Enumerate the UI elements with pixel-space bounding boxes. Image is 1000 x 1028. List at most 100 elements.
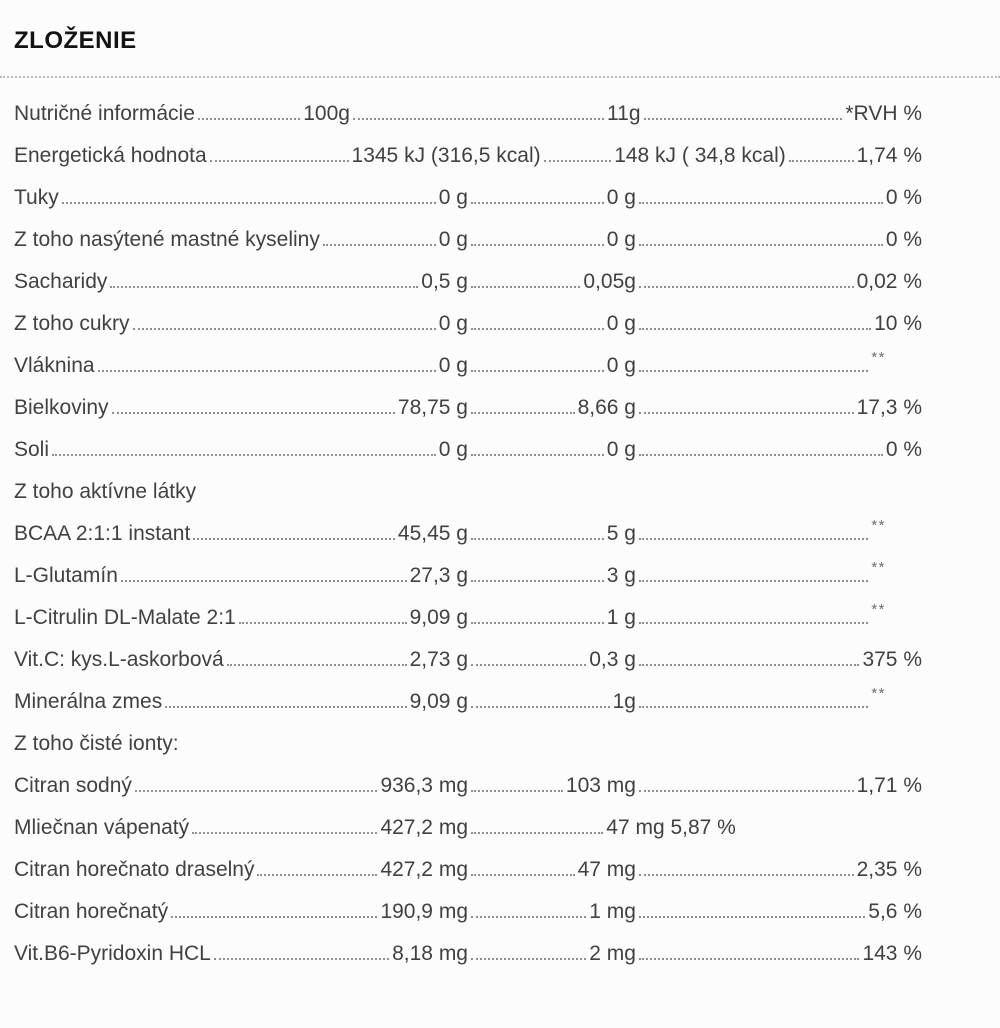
dotted-leader <box>257 874 378 877</box>
row-mid-segment: 103 mg <box>468 775 636 796</box>
dotted-leader <box>638 286 854 289</box>
row-label: Tuky <box>14 186 59 210</box>
value-rvh-percent: 0 % <box>885 438 922 462</box>
row-main-segment: Bielkoviny 78,75 g <box>14 397 468 418</box>
row-main-segment: L-Glutamín 27,3 g <box>14 565 468 586</box>
dotted-leader <box>471 706 610 709</box>
value-per-100g: 427,2 mg <box>380 816 468 840</box>
value-rvh-percent: ** <box>871 559 886 577</box>
dotted-leader <box>471 958 587 961</box>
dotted-leader <box>110 286 419 289</box>
value-per-100g: 1345 kJ (316,5 kcal) <box>351 144 541 168</box>
row-label: Citran sodný <box>14 774 132 798</box>
value-per-11g: 148 kJ ( 34,8 kcal) <box>614 144 786 168</box>
value-rvh-percent: 1,74 % <box>856 144 922 168</box>
dotted-leader <box>111 412 395 415</box>
value-per-100g: 8,18 mg <box>392 942 468 966</box>
value-per-11g: 0,3 g <box>589 648 636 672</box>
value-per-100g: 9,09 g <box>409 690 468 714</box>
table-row: Vit.B6-Pyridoxin HCL 8,18 mg 2 mg 143 % <box>0 922 1000 964</box>
value-per-11g: 0,05g <box>583 270 636 294</box>
value-rvh-percent: 5,6 % <box>868 900 922 924</box>
row-mid-segment: 0 g <box>468 355 636 376</box>
table-row: Soli 0 g 0 g 0 % <box>0 418 1000 460</box>
value-per-100g: 0,5 g <box>421 270 468 294</box>
row-main-segment: Citran sodný 936,3 mg <box>14 775 468 796</box>
dotted-leader <box>165 706 407 709</box>
dotted-leader <box>788 160 854 163</box>
value-per-100g: 936,3 mg <box>380 774 468 798</box>
row-main-segment: Tuky 0 g <box>14 187 468 208</box>
row-label: L-Glutamín <box>14 564 118 588</box>
table-row: Minerálna zmes 9,09 g 1g ** <box>0 670 1000 712</box>
row-label: Z toho nasýtené mastné kyseliny <box>14 228 320 252</box>
table-row: Energetická hodnota 1345 kJ (316,5 kcal) 1… <box>0 124 1000 166</box>
value-per-100g: 0 g <box>438 354 468 378</box>
value-per-100g: 100g <box>303 102 350 126</box>
table-row: Citran horečnatý 190,9 mg 1 mg 5,6 % <box>0 880 1000 922</box>
row-main-segment: Vláknina 0 g <box>14 355 468 376</box>
dotted-leader <box>638 328 872 331</box>
row-label: Vit.C: kys.L-askorbová <box>14 648 224 672</box>
dotted-leader <box>352 118 605 121</box>
dotted-leader <box>638 580 869 583</box>
value-per-11g: 11g <box>607 102 641 126</box>
dotted-leader <box>209 160 349 163</box>
dotted-leader <box>322 244 436 247</box>
row-end-segment: 0 % <box>636 439 922 460</box>
composition-document: ZLOŽENIE Nutričné informácie 100g 11g *RVH … <box>0 27 1000 964</box>
dotted-leader <box>643 118 843 121</box>
row-end-segment: 375 % <box>636 649 922 670</box>
row-mid-segment: 1 g <box>468 607 636 628</box>
value-rvh-percent: 143 % <box>862 942 922 966</box>
row-label: Vláknina <box>14 354 95 378</box>
dotted-leader <box>638 664 860 667</box>
dotted-leader <box>226 664 407 667</box>
value-per-11g: 1g <box>612 690 636 714</box>
dotted-leader <box>471 454 604 457</box>
value-per-11g: 1 g <box>606 606 636 630</box>
dotted-leader <box>638 916 866 919</box>
section-header-row: Z toho čisté ionty: <box>0 712 1000 754</box>
dotted-leader <box>471 202 604 205</box>
table-row: Vláknina 0 g 0 g ** <box>0 334 1000 376</box>
value-rvh-percent: ** <box>871 349 886 367</box>
row-mid-segment: 5 g <box>468 523 636 544</box>
dotted-leader <box>197 118 301 121</box>
dotted-leader <box>471 622 604 625</box>
row-end-segment: ** <box>636 518 922 544</box>
row-end-segment: 1,74 % <box>786 145 922 166</box>
dotted-leader <box>471 244 604 247</box>
row-end-segment: 1,71 % <box>636 775 922 796</box>
value-rvh-percent: 10 % <box>874 312 922 336</box>
value-per-11g: 1 mg <box>589 900 636 924</box>
row-mid-segment: 3 g <box>468 565 636 586</box>
value-rvh-percent: 0 % <box>885 228 922 252</box>
dotted-leader <box>132 328 436 331</box>
value-rvh-percent: 1,71 % <box>856 774 922 798</box>
row-label: Soli <box>14 438 50 462</box>
dotted-leader <box>97 370 436 373</box>
value-rvh-percent: *RVH % <box>845 102 922 126</box>
dotted-leader <box>471 328 604 331</box>
row-main-segment: BCAA 2:1:1 instant 45,45 g <box>14 523 468 544</box>
value-per-100g: 0 g <box>438 438 468 462</box>
row-main-segment: Citran horečnatý 190,9 mg <box>14 901 468 922</box>
dotted-leader <box>471 790 563 793</box>
value-rvh-percent: 375 % <box>862 648 922 672</box>
row-mid-segment: 0 g <box>468 229 636 250</box>
dotted-leader <box>471 874 575 877</box>
value-per-11g: 0 g <box>606 438 636 462</box>
row-mid-segment: 1 mg <box>468 901 636 922</box>
value-per-11g: 5 g <box>606 522 636 546</box>
dotted-leader <box>638 370 869 373</box>
dotted-leader <box>471 580 604 583</box>
nutrition-table: Nutričné informácie 100g 11g *RVH % Energeti… <box>0 80 1000 964</box>
dotted-leader <box>192 832 378 835</box>
value-rvh-percent: ** <box>871 685 886 703</box>
table-row: Citran horečnato draselný 427,2 mg 47 mg 2,… <box>0 838 1000 880</box>
value-per-100g: 0 g <box>438 186 468 210</box>
dotted-leader <box>638 538 869 541</box>
dotted-leader <box>471 832 604 835</box>
row-main-segment: Nutričné informácie 100g <box>14 103 350 124</box>
